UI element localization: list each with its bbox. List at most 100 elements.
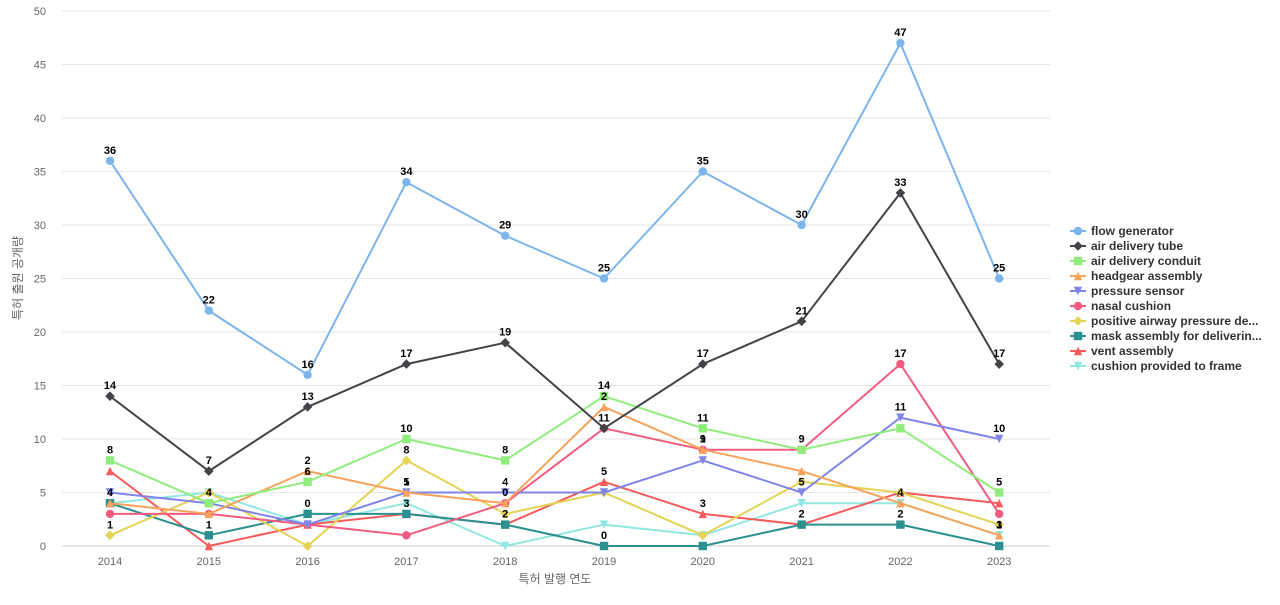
data-point[interactable] bbox=[303, 477, 312, 486]
data-point[interactable] bbox=[698, 541, 707, 551]
data-point[interactable] bbox=[500, 509, 510, 519]
legend-item-vent-assembly[interactable]: vent assembly bbox=[1070, 344, 1174, 358]
legend-marker-icon[interactable] bbox=[1073, 316, 1083, 326]
data-point[interactable] bbox=[698, 530, 708, 541]
legend-item-air-delivery-tube[interactable]: air delivery tube bbox=[1070, 239, 1183, 253]
data-point[interactable] bbox=[204, 466, 214, 476]
legend-item-nasal-cushion[interactable]: nasal cushion bbox=[1070, 299, 1171, 313]
data-point[interactable] bbox=[698, 424, 707, 433]
data-point[interactable] bbox=[599, 541, 609, 551]
data-point[interactable] bbox=[994, 519, 1004, 530]
data-point[interactable] bbox=[895, 487, 906, 498]
data-point[interactable] bbox=[995, 509, 1004, 519]
data-point[interactable] bbox=[501, 231, 510, 240]
data-point[interactable] bbox=[105, 499, 115, 508]
data-point[interactable] bbox=[895, 188, 906, 198]
legend-item-flow-generator[interactable]: flow generator bbox=[1070, 224, 1174, 238]
data-point[interactable] bbox=[402, 434, 411, 444]
data-point[interactable] bbox=[797, 488, 806, 497]
data-point[interactable] bbox=[303, 509, 312, 519]
data-point[interactable] bbox=[797, 445, 806, 454]
legend-marker-icon[interactable] bbox=[1073, 331, 1083, 341]
data-point[interactable] bbox=[698, 456, 707, 465]
series-line[interactable] bbox=[109, 42, 1001, 376]
data-point[interactable] bbox=[995, 541, 1004, 551]
data-point[interactable] bbox=[204, 487, 214, 498]
data-point[interactable] bbox=[698, 445, 707, 454]
data-point[interactable] bbox=[402, 531, 411, 540]
series-line[interactable] bbox=[109, 395, 1000, 505]
data-point[interactable] bbox=[995, 499, 1004, 508]
data-point[interactable] bbox=[500, 337, 510, 348]
data-point[interactable] bbox=[698, 509, 707, 519]
data-point[interactable] bbox=[402, 488, 411, 497]
data-point[interactable] bbox=[896, 499, 905, 508]
legend-marker-icon[interactable] bbox=[1073, 346, 1083, 356]
data-point[interactable] bbox=[797, 466, 806, 476]
legend-item-mask-assembly-for-deliverin[interactable]: mask assembly for deliverin... bbox=[1070, 329, 1262, 343]
data-point[interactable] bbox=[599, 488, 609, 497]
data-point[interactable] bbox=[599, 402, 609, 412]
data-point[interactable] bbox=[599, 520, 609, 529]
data-point[interactable] bbox=[797, 520, 806, 529]
legend-marker-icon[interactable] bbox=[1073, 256, 1083, 266]
data-point[interactable] bbox=[401, 455, 412, 466]
data-point[interactable] bbox=[896, 38, 905, 48]
data-point[interactable] bbox=[105, 509, 115, 519]
series-line[interactable] bbox=[109, 405, 1000, 537]
legend-item-positive-airway-pressure-de[interactable]: positive airway pressure de... bbox=[1070, 314, 1258, 328]
data-point[interactable] bbox=[204, 509, 213, 519]
legend-marker-icon[interactable] bbox=[1073, 286, 1083, 296]
series-air-delivery-conduit[interactable] bbox=[105, 392, 1004, 508]
data-point[interactable] bbox=[105, 456, 115, 465]
data-point[interactable] bbox=[303, 370, 312, 379]
data-point[interactable] bbox=[204, 541, 213, 551]
legend-item-air-delivery-conduit[interactable]: air delivery conduit bbox=[1070, 254, 1201, 268]
data-point[interactable] bbox=[599, 423, 609, 434]
data-point[interactable] bbox=[501, 488, 510, 497]
data-point[interactable] bbox=[303, 466, 312, 476]
data-point[interactable] bbox=[796, 477, 807, 487]
data-point[interactable] bbox=[896, 424, 905, 433]
data-point[interactable] bbox=[501, 456, 510, 465]
data-point[interactable] bbox=[698, 167, 707, 176]
data-point[interactable] bbox=[995, 488, 1004, 497]
data-point[interactable] bbox=[303, 520, 312, 529]
data-point[interactable] bbox=[896, 359, 905, 369]
series-line[interactable] bbox=[109, 416, 1000, 526]
data-point[interactable] bbox=[698, 359, 708, 369]
data-point[interactable] bbox=[204, 499, 213, 508]
data-point[interactable] bbox=[105, 391, 115, 401]
data-point[interactable] bbox=[995, 434, 1004, 444]
legend-marker-icon[interactable] bbox=[1073, 226, 1083, 236]
legend-marker-icon[interactable] bbox=[1073, 271, 1083, 281]
data-point[interactable] bbox=[105, 488, 115, 497]
data-point[interactable] bbox=[896, 413, 905, 422]
data-point[interactable] bbox=[599, 477, 609, 486]
series-line[interactable] bbox=[109, 191, 1001, 473]
data-point[interactable] bbox=[796, 316, 807, 327]
series-line[interactable] bbox=[109, 502, 1000, 547]
series-flow-generator[interactable] bbox=[105, 38, 1004, 379]
data-point[interactable] bbox=[302, 402, 313, 412]
legend-item-cushion-provided-to-frame[interactable]: cushion provided to frame bbox=[1070, 359, 1242, 373]
data-point[interactable] bbox=[797, 499, 806, 508]
legend-marker-icon[interactable] bbox=[1073, 241, 1083, 251]
data-point[interactable] bbox=[995, 531, 1004, 540]
data-point[interactable] bbox=[401, 359, 412, 369]
data-point[interactable] bbox=[501, 541, 510, 551]
series-pressure-sensor[interactable] bbox=[105, 413, 1004, 529]
data-point[interactable] bbox=[994, 359, 1004, 369]
data-point[interactable] bbox=[302, 541, 313, 551]
data-point[interactable] bbox=[402, 178, 411, 187]
data-point[interactable] bbox=[105, 156, 115, 165]
data-point[interactable] bbox=[105, 530, 115, 541]
data-point[interactable] bbox=[204, 531, 213, 540]
legend-item-pressure-sensor[interactable]: pressure sensor bbox=[1070, 284, 1185, 298]
series-headgear-assembly[interactable] bbox=[105, 402, 1004, 540]
data-point[interactable] bbox=[599, 274, 609, 283]
legend-item-headgear-assembly[interactable]: headgear assembly bbox=[1070, 269, 1203, 283]
series-mask-assembly-for-deliverin[interactable] bbox=[105, 499, 1004, 551]
series-line[interactable] bbox=[110, 363, 1001, 537]
